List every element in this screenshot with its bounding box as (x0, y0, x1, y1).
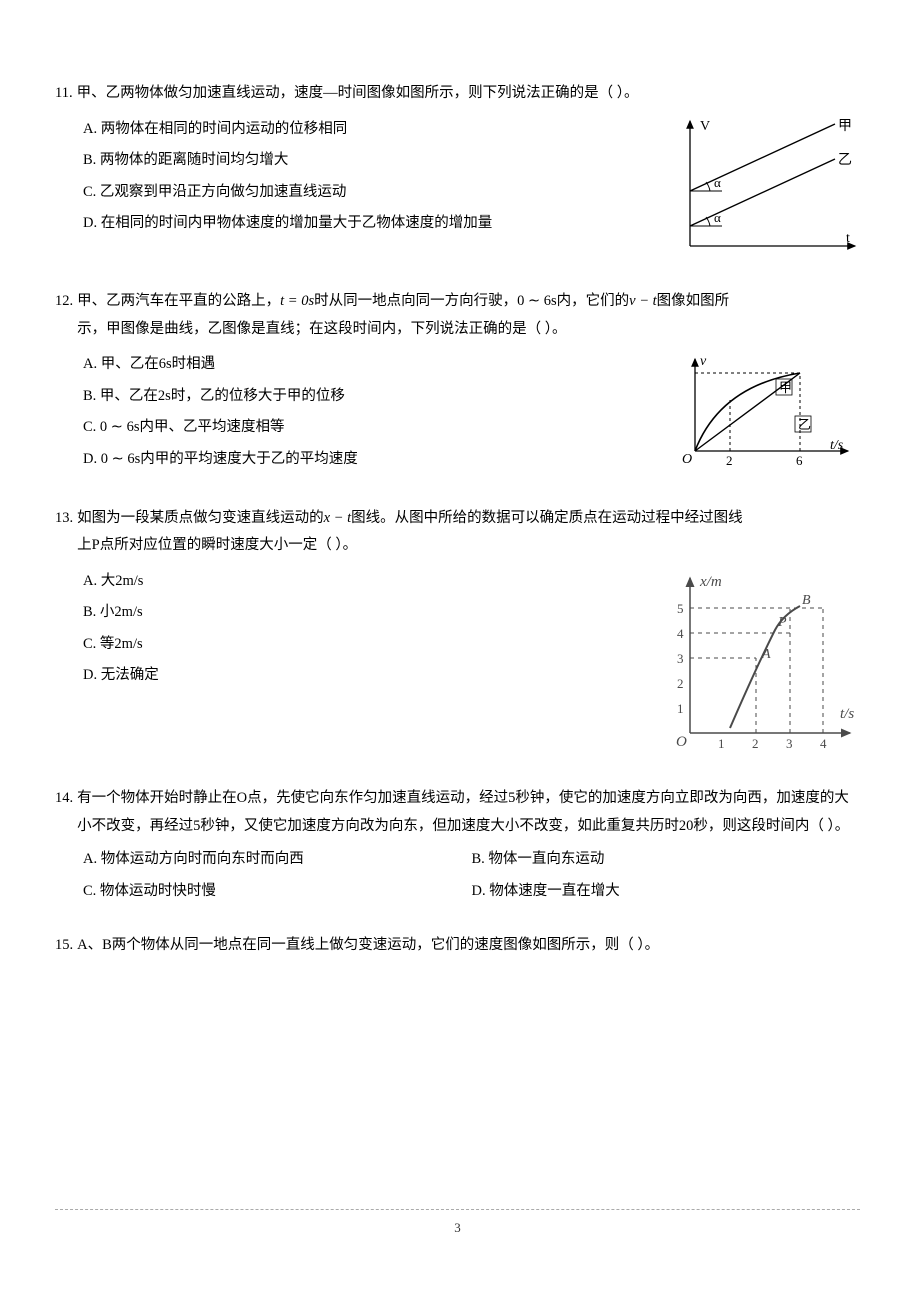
q13-xt: x − t (324, 510, 352, 526)
q14-text: 有一个物体开始时静止在O点，先使它向东作匀加速直线运动，经过5秒钟，使它的加速度… (77, 785, 860, 840)
q13-stem: 13. 如图为一段某质点做匀变速直线运动的x − t图线。从图中所给的数据可以确… (55, 505, 860, 560)
q11-option-d: D. 在相同的时间内甲物体速度的增加量大于乙物体速度的增加量 (83, 210, 650, 238)
q14-option-a: A. 物体运动方向时而向东时而向西 (83, 846, 472, 874)
q14-stem: 14. 有一个物体开始时静止在O点，先使它向东作匀加速直线运动，经过5秒钟，使它… (55, 785, 860, 840)
q13-y3: 3 (677, 651, 684, 666)
q14-options: A. 物体运动方向时而向东时而向西 B. 物体一直向东运动 C. 物体运动时快时… (83, 846, 860, 909)
q11-fig-vlabel: V (700, 119, 710, 134)
q13-text: 如图为一段某质点做匀变速直线运动的x − t图线。从图中所给的数据可以确定质点在… (77, 505, 860, 560)
q14-number: 14. (55, 785, 73, 813)
q14-option-b: B. 物体一直向东运动 (472, 846, 861, 874)
q11-fig-alpha2: α (714, 210, 721, 225)
q13-y1: 1 (677, 701, 684, 716)
q12-stem-d: 图像如图所 (657, 293, 730, 309)
q13-options: A. 大2m/s B. 小2m/s C. 等2m/s D. 无法确定 (83, 568, 640, 694)
q13-c-pre: C. 等 (83, 636, 114, 652)
q12-stem: 12. 甲、乙两汽车在平直的公路上，t = 0s时从同一地点向同一方向行驶，0 … (55, 288, 860, 343)
q12-figure: v t/s O 甲 乙 2 6 (670, 351, 860, 487)
q12-c-pre: C. (83, 419, 100, 435)
question-11: 11. 甲、乙两物体做匀加速直线运动，速度—时间图像如图所示，则下列说法正确的是… (55, 80, 860, 266)
q12-teq: t = 0s (280, 293, 314, 309)
q12-vt: v − t (629, 293, 657, 309)
q14-option-d: D. 物体速度一直在增大 (472, 878, 861, 906)
q11-fig-alpha1: α (714, 175, 721, 190)
q13-y4: 4 (677, 626, 684, 641)
q11-fig-line2: 乙 (838, 152, 852, 168)
q12-option-b: B. 甲、乙在2s时，乙的位移大于甲的位移 (83, 383, 650, 411)
q13-option-b: B. 小2m/s (83, 599, 640, 627)
q15-number: 15. (55, 932, 73, 960)
q13-number: 13. (55, 505, 73, 533)
q12-d-range: 0 ∼ 6s (101, 451, 141, 467)
question-13: 13. 如图为一段某质点做匀变速直线运动的x − t图线。从图中所给的数据可以确… (55, 505, 860, 764)
q15-stem: 15. A、B两个物体从同一地点在同一直线上做匀变速运动，它们的速度图像如图所示… (55, 932, 860, 960)
q11-figure: V t 甲 乙 α α (670, 116, 860, 267)
q12-option-d: D. 0 ∼ 6s内甲的平均速度大于乙的平均速度 (83, 446, 650, 474)
q13-b-val: 2m/s (114, 604, 142, 620)
q13-c-val: 2m/s (114, 636, 142, 652)
question-12: 12. 甲、乙两汽车在平直的公路上，t = 0s时从同一地点向同一方向行驶，0 … (55, 288, 860, 487)
q12-opt-a-text: A. 甲、乙在6s时相遇 (83, 356, 215, 372)
q15-text: A、B两个物体从同一地点在同一直线上做匀变速运动，它们的速度图像如图所示，则（ … (77, 932, 860, 960)
q13-figure: x/m t/s O 1 2 3 4 5 1 2 3 4 (660, 568, 860, 764)
question-14: 14. 有一个物体开始时静止在O点，先使它向东作匀加速直线运动，经过5秒钟，使它… (55, 785, 860, 909)
q13-option-d: D. 无法确定 (83, 662, 640, 690)
q12-option-c: C. 0 ∼ 6s内甲、乙平均速度相等 (83, 414, 650, 442)
q12-fig-t: t/s (830, 438, 844, 453)
q13-a-val: 2m/s (115, 573, 143, 589)
q12-options: A. 甲、乙在6s时相遇 B. 甲、乙在2s时，乙的位移大于甲的位移 C. 0 … (83, 351, 650, 477)
q13-stem-c: 上P点所对应位置的瞬时速度大小一定（ ）。 (77, 537, 357, 553)
q12-fig-O: O (682, 452, 692, 467)
q11-stem: 11. 甲、乙两物体做匀加速直线运动，速度—时间图像如图所示，则下列说法正确的是… (55, 80, 860, 108)
q13-fig-tlabel: t/s (840, 706, 854, 722)
q13-fig-O: O (676, 734, 687, 750)
q12-number: 12. (55, 288, 73, 316)
q13-b-pre: B. 小 (83, 604, 114, 620)
q14-option-c: C. 物体运动时快时慢 (83, 878, 472, 906)
q12-fig-x2: 2 (726, 453, 733, 468)
q12-c-range: 0 ∼ 6s (100, 419, 140, 435)
q12-fig-v: v (700, 354, 707, 369)
q12-option-a: A. 甲、乙在6s时相遇 (83, 351, 650, 379)
q12-stem-b: 时从同一地点向同一方向行驶， (314, 293, 517, 309)
q13-fig-P: P (777, 615, 787, 630)
q13-option-a: A. 大2m/s (83, 568, 640, 596)
q12-fig-jia: 甲 (779, 380, 792, 395)
q12-stem-c: 内，它们的 (557, 293, 630, 309)
q12-opt-b-text: B. 甲、乙在2s时，乙的位移大于甲的位移 (83, 388, 345, 404)
question-15: 15. A、B两个物体从同一地点在同一直线上做匀变速运动，它们的速度图像如图所示… (55, 932, 860, 960)
q12-d-post: 内甲的平均速度大于乙的平均速度 (140, 451, 358, 467)
q13-stem-a: 如图为一段某质点做匀变速直线运动的 (77, 510, 324, 526)
q12-text: 甲、乙两汽车在平直的公路上，t = 0s时从同一地点向同一方向行驶，0 ∼ 6s… (77, 288, 860, 343)
q12-range: 0 ∼ 6s (517, 293, 557, 309)
q13-stem-b: 图线。从图中所给的数据可以确定质点在运动过程中经过图线 (351, 510, 743, 526)
q13-x3: 3 (786, 736, 793, 751)
q12-fig-yi: 乙 (798, 417, 811, 432)
q13-fig-A: A (761, 647, 771, 662)
q12-c-post: 内甲、乙平均速度相等 (139, 419, 284, 435)
q13-fig-xlabel: x/m (699, 574, 722, 590)
q11-text: 甲、乙两物体做匀加速直线运动，速度—时间图像如图所示，则下列说法正确的是（ ）。 (77, 80, 860, 108)
q11-number: 11. (55, 80, 73, 108)
q13-x2: 2 (752, 736, 759, 751)
q13-x4: 4 (820, 736, 827, 751)
q13-option-c: C. 等2m/s (83, 631, 640, 659)
q12-d-pre: D. (83, 451, 101, 467)
page-number: 3 (55, 1209, 860, 1241)
q12-stem-a: 甲、乙两汽车在平直的公路上， (77, 293, 280, 309)
q13-a-pre: A. 大 (83, 573, 115, 589)
q13-y2: 2 (677, 676, 684, 691)
q13-y5: 5 (677, 601, 684, 616)
q11-option-b: B. 两物体的距离随时间均匀增大 (83, 147, 650, 175)
q11-options: A. 两物体在相同的时间内运动的位移相同 B. 两物体的距离随时间均匀增大 C.… (83, 116, 650, 242)
q11-fig-tlabel: t (846, 231, 850, 246)
q11-fig-line1: 甲 (838, 119, 852, 134)
q13-fig-B: B (802, 593, 811, 608)
q11-option-c: C. 乙观察到甲沿正方向做匀加速直线运动 (83, 179, 650, 207)
q12-fig-x6: 6 (796, 453, 803, 468)
q11-option-a: A. 两物体在相同的时间内运动的位移相同 (83, 116, 650, 144)
q12-stem-line2: 示，甲图像是曲线，乙图像是直线；在这段时间内，下列说法正确的是（ ）。 (77, 321, 566, 337)
q13-x1: 1 (718, 736, 725, 751)
